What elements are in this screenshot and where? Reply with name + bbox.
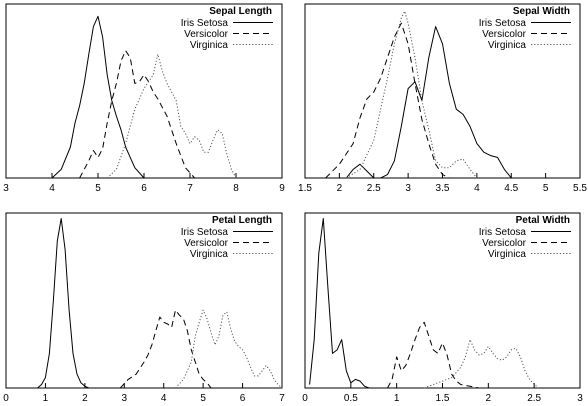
sepal-width-legend-versicolor-label: Versicolor <box>482 29 527 40</box>
petal-width-legend-virginica-label: Virginica <box>488 249 527 260</box>
petal-width-x-tick-label: 3 <box>577 393 583 404</box>
sepal-length-x-tick-label: 3 <box>3 183 9 194</box>
petal-length-x-tick-label: 4 <box>161 393 167 404</box>
petal-width-setosa-line <box>309 218 370 389</box>
petal-width-x-tick-label: 0.5 <box>344 393 358 404</box>
petal-width-title: Petal Width <box>516 215 570 226</box>
sepal-length-x-tick-label: 6 <box>141 183 147 194</box>
sepal-width-setosa-line <box>345 26 512 179</box>
sepal-length-x-tick-label: 8 <box>233 183 239 194</box>
sepal-length-virginica-line <box>106 53 237 179</box>
petal-width-x-tick-label: 1 <box>394 393 400 404</box>
sepal-width-x-tick-label: 4 <box>474 183 480 194</box>
sepal-width-title: Sepal Width <box>513 6 570 17</box>
petal-length-legend-setosa-label: Iris Setosa <box>181 227 229 238</box>
petal-width-plot-frame <box>304 212 581 389</box>
sepal-length-plot-frame <box>5 3 283 179</box>
sepal-width-plot-frame <box>304 3 581 179</box>
sepal-width-legend-setosa-label: Iris Setosa <box>479 18 527 29</box>
petal-length-x-tick-label: 3 <box>122 393 128 404</box>
sepal-length-legend-versicolor-label: Versicolor <box>184 29 229 40</box>
sepal-width-x-tick-label: 3.5 <box>436 183 450 194</box>
petal-length-legend-versicolor-label: Versicolor <box>184 238 229 249</box>
petal-length-x-tick-label: 0 <box>3 393 9 404</box>
sepal-width-x-tick-label: 3 <box>405 183 411 194</box>
sepal-width-x-tick-label: 4.5 <box>504 183 518 194</box>
sepal-length-x-tick-label: 5 <box>95 183 101 194</box>
petal-length-setosa-line <box>37 218 89 389</box>
petal-length-x-tick-label: 5 <box>200 393 206 404</box>
petal-width-x-tick-label: 1.5 <box>436 393 450 404</box>
petal-length-plot-frame <box>5 212 283 389</box>
sepal-width-x-tick-label: 1.5 <box>298 183 312 194</box>
petal-length-versicolor-line <box>119 309 212 389</box>
sepal-length-x-tick-label: 9 <box>279 183 285 194</box>
sepal-length-title: Sepal Length <box>209 6 272 17</box>
petal-length-x-tick-label: 7 <box>279 393 285 404</box>
sepal-width-x-tick-label: 2 <box>337 183 343 194</box>
petal-width-x-tick-label: 2 <box>486 393 492 404</box>
sepal-length-versicolor-line <box>79 50 195 179</box>
petal-width-legend-versicolor-label: Versicolor <box>482 238 527 249</box>
sepal-width-x-tick-label: 5 <box>543 183 549 194</box>
sepal-length-x-tick-label: 4 <box>49 183 55 194</box>
sepal-length-setosa-line <box>51 15 145 179</box>
petal-width-x-tick-label: 2.5 <box>527 393 541 404</box>
petal-length-virginica-line <box>175 309 283 389</box>
petal-length-x-tick-label: 1 <box>43 393 49 404</box>
petal-width-virginica-line <box>424 339 540 389</box>
petal-length-legend-virginica-label: Virginica <box>190 249 229 260</box>
petal-length-x-tick-label: 6 <box>240 393 246 404</box>
sepal-width-x-tick-label: 5.5 <box>573 183 587 194</box>
sepal-width-legend-virginica-label: Virginica <box>488 40 527 51</box>
sepal-width-virginica-line <box>346 10 478 179</box>
sepal-length-x-tick-label: 7 <box>187 183 193 194</box>
sepal-length-legend-virginica-label: Virginica <box>190 40 229 51</box>
petal-width-legend-setosa-label: Iris Setosa <box>479 227 527 238</box>
sepal-width-x-tick-label: 2.5 <box>367 183 381 194</box>
sepal-length-legend-setosa-label: Iris Setosa <box>181 18 229 29</box>
petal-length-title: Petal Length <box>212 215 272 226</box>
petal-width-x-tick-label: 0 <box>302 393 308 404</box>
sepal-width-versicolor-line <box>325 22 450 179</box>
petal-length-x-tick-label: 2 <box>82 393 88 404</box>
petal-width-versicolor-line <box>387 321 480 389</box>
